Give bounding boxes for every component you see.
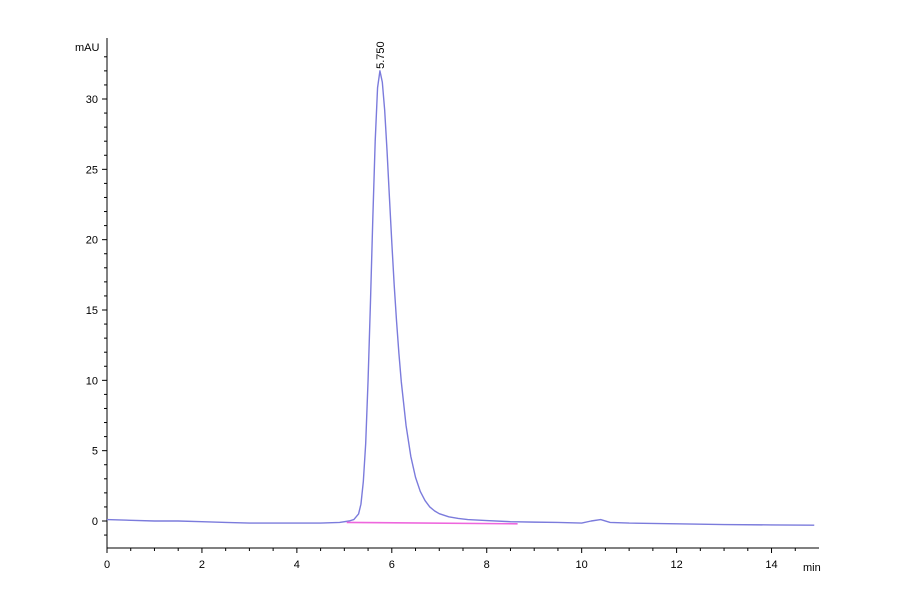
peak-retention-label: 5.750 <box>375 41 387 69</box>
y-tick-label: 30 <box>86 94 98 106</box>
x-tick-label: 2 <box>199 559 205 571</box>
x-tick-label: 12 <box>670 559 682 571</box>
signal-trace-line <box>106 70 815 526</box>
x-axis-ticks: 0 2 4 6 8 10 12 14 <box>104 548 796 571</box>
y-axis-label: mAU <box>75 42 100 54</box>
y-tick-label: 0 <box>92 516 98 528</box>
axes <box>106 38 819 549</box>
baseline-line <box>346 521 518 525</box>
x-tick-label: 14 <box>765 559 777 571</box>
x-tick-label: 8 <box>484 559 490 571</box>
y-axis-ticks: 0 5 10 15 20 25 30 <box>86 56 107 536</box>
y-tick-label: 15 <box>86 305 98 317</box>
x-tick-label: 0 <box>104 559 110 571</box>
annotation-layer: 5.750 <box>375 41 387 69</box>
x-tick-label: 4 <box>294 559 300 571</box>
series-layer <box>106 70 815 526</box>
y-tick-label: 10 <box>86 375 98 387</box>
y-tick-label: 20 <box>86 235 98 247</box>
x-tick-label: 10 <box>576 559 588 571</box>
y-tick-label: 5 <box>92 446 98 458</box>
y-tick-label: 25 <box>86 164 98 176</box>
x-axis-label: min <box>803 562 821 574</box>
x-tick-label: 6 <box>389 559 395 571</box>
